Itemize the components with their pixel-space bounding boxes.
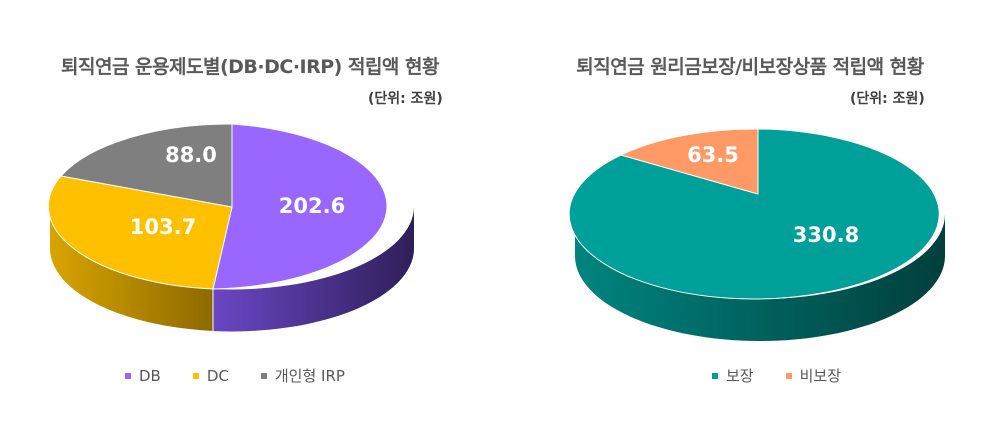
legend-swatch-guaranteed-icon xyxy=(712,372,718,379)
legend-label: 보장 xyxy=(726,367,754,385)
legend: 보장 비보장 xyxy=(712,365,841,386)
legend: DB DC 개인형 IRP xyxy=(125,365,345,386)
unit-note: (단위: 조원) xyxy=(368,91,443,107)
legend-swatch-db-icon xyxy=(125,372,131,379)
pie-slice-dc xyxy=(47,175,233,290)
legend-item-non-guaranteed[interactable]: 비보장 xyxy=(785,365,842,386)
data-label-non-guaranteed: 63.5 xyxy=(687,143,739,167)
legend-swatch-non-guaranteed-icon xyxy=(785,372,792,379)
data-label-dc: 103.7 xyxy=(130,215,196,239)
legend-label: DB xyxy=(139,366,161,385)
legend-label: 개인형 IRP xyxy=(274,367,345,385)
legend-label: 비보장 xyxy=(799,367,842,385)
chart-panel-pension-by-scheme: 퇴직연금 운용제도별(DB·DC·IRP) 적립액 현황 (단위: 조원) 20… xyxy=(47,56,443,386)
pie-side-guaranteed xyxy=(575,214,945,341)
unit-note: (단위: 조원) xyxy=(850,91,925,107)
pie-chart-guarantee: 330.8 63.5 xyxy=(568,128,945,341)
legend-swatch-dc-icon xyxy=(192,372,199,379)
pie-slice-irp xyxy=(60,123,233,208)
legend-item-guaranteed[interactable]: 보장 xyxy=(712,365,754,386)
chart-title: 퇴직연금 운용제도별(DB·DC·IRP) 적립액 현황 xyxy=(61,56,439,78)
legend-label: DC xyxy=(206,366,229,385)
pie-side-dc xyxy=(50,207,213,331)
legend-item-irp[interactable]: 개인형 IRP xyxy=(260,365,345,386)
data-label-db: 202.6 xyxy=(279,194,345,218)
data-label-irp: 88.0 xyxy=(165,143,217,167)
pie-slice-db xyxy=(212,123,388,290)
legend-item-db[interactable]: DB xyxy=(125,365,161,386)
legend-swatch-irp-icon xyxy=(260,372,267,379)
data-label-guaranteed: 330.8 xyxy=(793,223,859,247)
pie-chart-scheme: 202.6 103.7 88.0 xyxy=(47,123,414,332)
legend-item-dc[interactable]: DC xyxy=(192,365,229,386)
pie-side-db xyxy=(213,207,414,332)
pie-slice-non-guaranteed xyxy=(619,128,759,195)
pie-slice-guaranteed xyxy=(568,128,940,300)
chart-title: 퇴직연금 원리금보장/비보장상품 적립액 현황 xyxy=(576,56,924,78)
chart-panel-guaranteed-products: 퇴직연금 원리금보장/비보장상품 적립액 현황 (단위: 조원) 330.8 6… xyxy=(500,0,1000,421)
